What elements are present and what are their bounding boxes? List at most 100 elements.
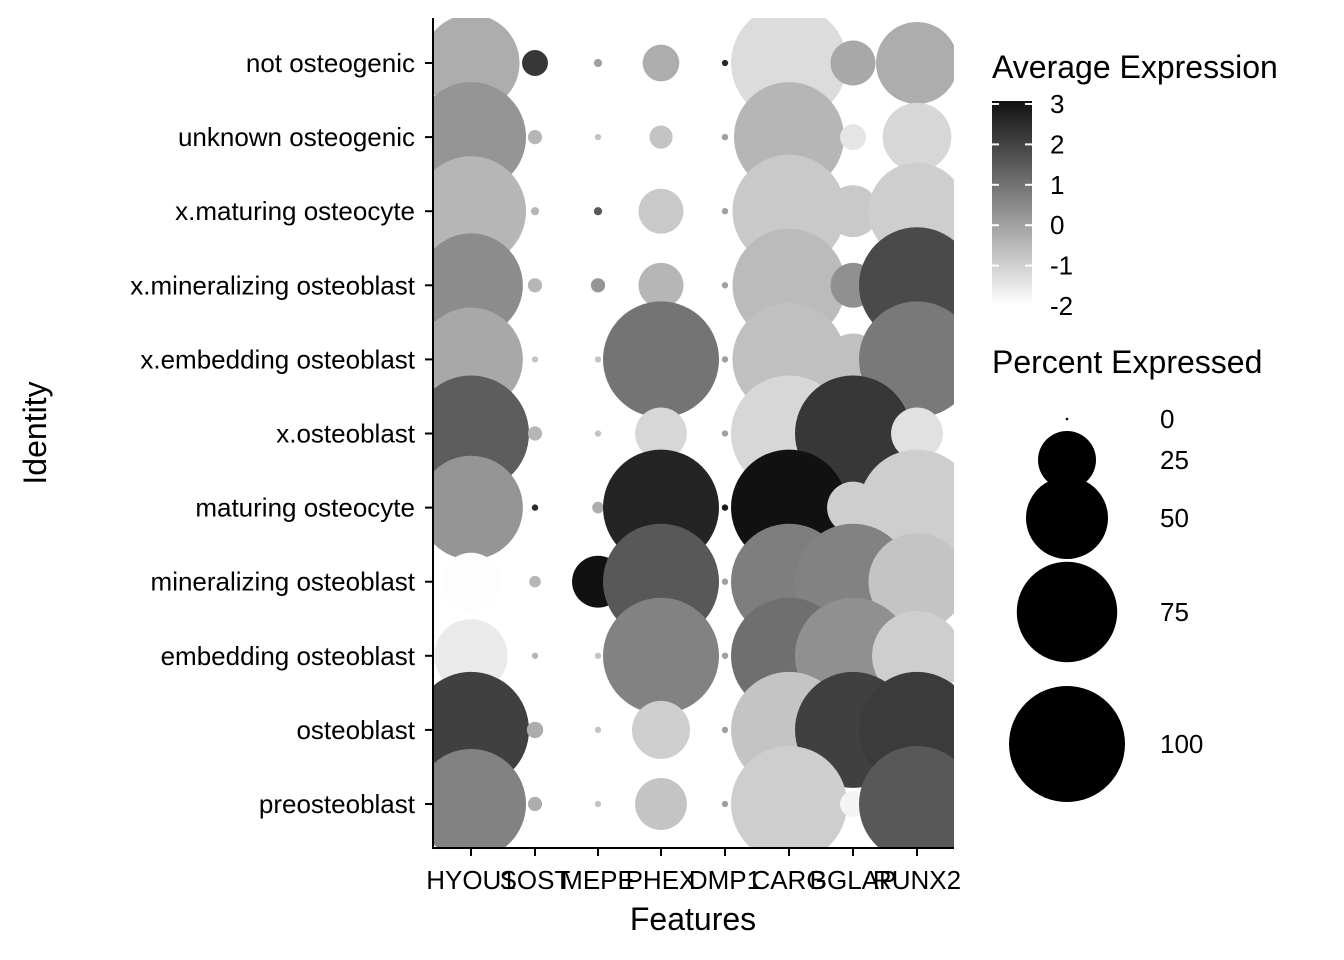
dot-0-7 — [876, 22, 954, 104]
color-legend-tick: 3 — [1050, 89, 1064, 119]
size-legend-dot — [1038, 431, 1096, 489]
dot-5-4 — [721, 430, 729, 437]
dot-3-2 — [590, 278, 606, 293]
dot-3-1 — [527, 278, 543, 293]
y-tick-label: embedding osteoblast — [161, 641, 416, 671]
dot-10-0 — [433, 748, 527, 848]
dot-9-2 — [594, 726, 602, 734]
dot-1-6 — [840, 124, 866, 151]
y-axis-title: Identity — [17, 381, 53, 484]
dot-7-7 — [868, 533, 954, 631]
y-tick-label: x.embedding osteoblast — [140, 344, 415, 374]
size-legend-label: 0 — [1160, 404, 1174, 434]
size-legend-label: 75 — [1160, 597, 1189, 627]
dot-0-1 — [522, 50, 548, 76]
size-legend-dot — [1009, 686, 1125, 802]
dot-9-4 — [721, 726, 729, 734]
color-legend-tick: 1 — [1050, 170, 1064, 200]
color-legend-tick: -2 — [1050, 291, 1073, 321]
y-tick-label: x.osteoblast — [276, 419, 416, 449]
dot-4-3 — [603, 301, 719, 418]
color-legend-tick: 0 — [1050, 210, 1064, 240]
x-tick-label: CARG — [751, 865, 826, 895]
x-tick-label: RUNX2 — [873, 865, 961, 895]
dot-2-3 — [638, 188, 684, 234]
dot-7-0 — [442, 552, 500, 611]
y-tick-label: preosteoblast — [259, 789, 416, 819]
size-legend-dot — [1025, 476, 1109, 560]
dot-10-2 — [594, 800, 602, 808]
size-legend-dot — [1065, 417, 1069, 421]
dot-4-4 — [721, 356, 729, 363]
color-legend-bar — [992, 101, 1032, 304]
y-tick-label: mineralizing osteoblast — [151, 567, 416, 597]
dots-layer — [433, 18, 954, 848]
dot-0-3 — [642, 44, 680, 82]
color-legend-tick: 2 — [1050, 129, 1064, 159]
size-legend-label: 100 — [1160, 729, 1203, 759]
color-legend: Average Expression 3 2 1 0 -1 -2 — [992, 49, 1278, 321]
dot-1-3 — [649, 125, 673, 149]
y-tick-label: maturing osteocyte — [195, 493, 415, 523]
dot-4-1 — [531, 356, 539, 363]
dot-2-4 — [721, 208, 729, 215]
dot-5-3 — [635, 407, 687, 460]
dot-10-7 — [859, 746, 954, 848]
dot-6-1 — [531, 504, 539, 511]
dot-6-0 — [433, 455, 523, 560]
dot-5-1 — [527, 426, 543, 441]
x-axis-title: Features — [630, 901, 756, 937]
size-legend-label: 25 — [1160, 445, 1189, 475]
dot-7-4 — [721, 578, 729, 585]
dot-2-6 — [827, 185, 879, 238]
x-tick-label: SOST — [500, 865, 571, 895]
dot-1-4 — [721, 133, 729, 141]
dot-10-4 — [721, 800, 729, 808]
dot-8-4 — [721, 652, 729, 659]
x-tick-label: PHEX — [626, 865, 697, 895]
dot-7-1 — [529, 575, 541, 588]
x-tick-label: HYOU1 — [426, 865, 516, 895]
dot-3-4 — [721, 282, 729, 289]
y-tick-label: x.maturing osteocyte — [175, 196, 415, 226]
dot-9-1 — [526, 721, 544, 739]
dot-0-2 — [593, 58, 603, 68]
y-tick-label: x.mineralizing osteoblast — [130, 270, 415, 300]
dot-1-7 — [882, 102, 952, 172]
x-tick-label: BGLAP — [810, 865, 897, 895]
dot-10-5 — [731, 746, 847, 848]
size-legend: Percent Expressed 0 25 50 75 100 — [992, 344, 1262, 802]
dot-8-3 — [603, 597, 719, 714]
color-legend-tick: -1 — [1050, 251, 1073, 281]
dot-1-2 — [594, 133, 602, 141]
dot-8-1 — [531, 652, 539, 659]
size-legend-title: Percent Expressed — [992, 344, 1262, 380]
dot-8-2 — [594, 652, 602, 659]
dot-8-0 — [434, 619, 508, 693]
y-tick-label: osteoblast — [296, 715, 415, 745]
size-legend-label: 50 — [1160, 503, 1189, 533]
dot-10-1 — [527, 796, 543, 812]
y-tick-label: unknown osteogenic — [178, 122, 415, 152]
x-tick-label: MEPE — [561, 865, 635, 895]
dot-2-2 — [593, 207, 603, 216]
dot-2-1 — [530, 207, 540, 216]
x-tick-label: DMP1 — [689, 865, 761, 895]
dot-5-7 — [891, 407, 943, 460]
y-axis-ticks: not osteogenic unknown osteogenic x.maturi… — [130, 48, 433, 819]
dot-10-3 — [635, 778, 687, 830]
dot-6-2 — [592, 501, 604, 514]
dot-0-4 — [721, 59, 729, 67]
y-tick-label: not osteogenic — [246, 48, 415, 78]
dot-6-4 — [721, 504, 729, 511]
dot-4-2 — [594, 356, 602, 363]
size-legend-dot — [1016, 561, 1118, 663]
dot-5-2 — [594, 430, 602, 437]
dot-9-3 — [632, 700, 690, 759]
dot-1-1 — [527, 129, 543, 145]
color-legend-title: Average Expression — [992, 49, 1278, 85]
dot-0-6 — [830, 40, 876, 86]
dot-3-3 — [638, 262, 684, 308]
